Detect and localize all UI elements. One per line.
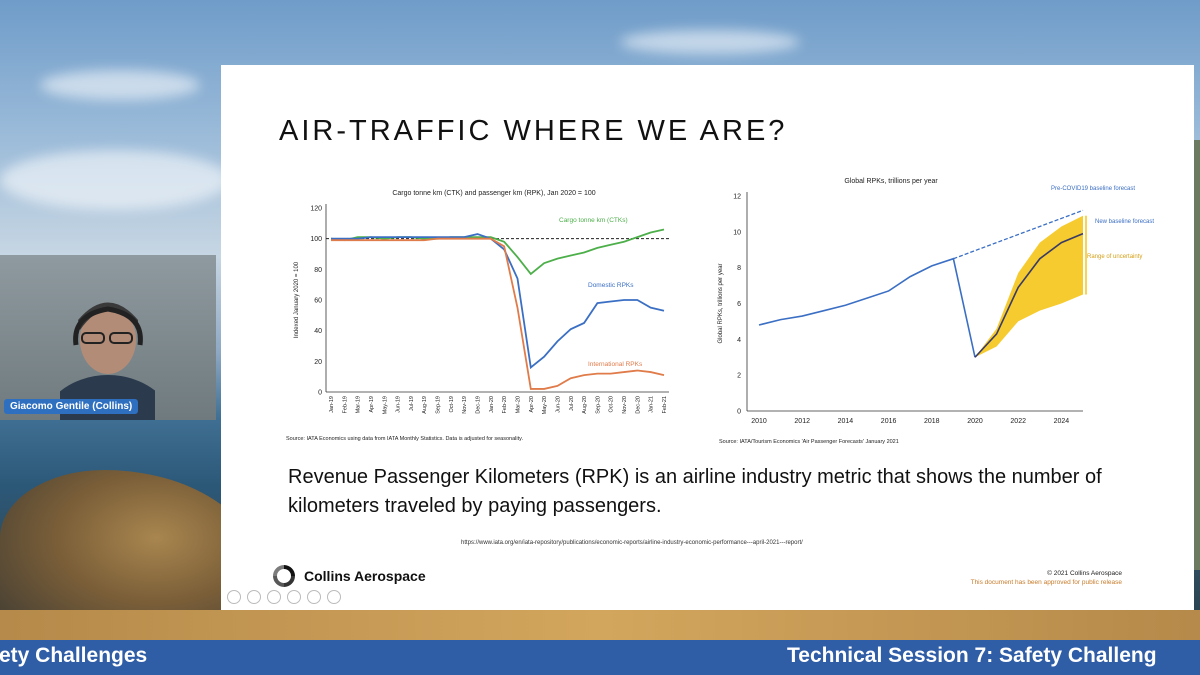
ctk-rpk-chart: Cargo tonne km (CTK) and passenger km (R… <box>286 190 669 442</box>
session-banner <box>0 640 1200 675</box>
chart1-xtick-label: Dec-20 <box>635 396 641 414</box>
chart1-ytick-label: 120 <box>310 206 322 213</box>
chart1-xtick-label: Aug-19 <box>422 396 428 414</box>
presentation-slide: AIR-TRAFFIC WHERE WE ARE? Cargo tonne km… <box>221 65 1194 610</box>
chart1-xtick-label: Jan-21 <box>649 396 655 413</box>
banner-left-title: fety Challenges <box>0 644 148 667</box>
participant-name: Giacomo Gentile (Collins) <box>4 399 139 414</box>
chart1-xtick-label: May-19 <box>382 396 388 414</box>
chart2-title: Global RPKs, trillions per year <box>844 178 938 185</box>
slide-charts: Cargo tonne km (CTK) and passenger km (R… <box>286 178 1154 445</box>
chart1-source: Source: IATA Economics using data from I… <box>286 436 523 442</box>
release-note: This document has been approved for publ… <box>970 579 1122 586</box>
slide-controls <box>227 590 341 604</box>
chart2-source: Source: IATA/Tourism Economics 'Air Pass… <box>719 439 899 445</box>
chart2-uncertainty-band <box>975 215 1083 358</box>
chart2-xtick-label: 2014 <box>838 418 854 425</box>
chart2-xtick-label: 2016 <box>881 418 897 425</box>
chart1-xtick-label: Jul-19 <box>409 396 415 411</box>
chart1-xtick-label: Oct-19 <box>449 396 455 413</box>
chart1-series-label: Domestic RPKs <box>588 282 634 289</box>
chart2-series-line <box>758 257 976 358</box>
chart1-xtick-label: Jan-20 <box>489 396 495 413</box>
next-slide-icon[interactable] <box>247 590 261 604</box>
chart1-xtick-label: Apr-20 <box>529 396 535 413</box>
chart1-xtick-label: Jul-20 <box>569 396 575 411</box>
source-url[interactable]: https://www.iata.org/en/iata-repository/… <box>461 540 803 546</box>
chart1-xtick-label: Jan-19 <box>329 396 335 413</box>
pen-icon[interactable] <box>267 590 281 604</box>
chart2-ytick-label: 2 <box>737 373 741 380</box>
menu-icon[interactable] <box>307 590 321 604</box>
chart1-ytick-label: 80 <box>314 267 322 274</box>
zoom-icon[interactable] <box>287 590 301 604</box>
chart1-xtick-label: Feb-19 <box>342 396 348 413</box>
prev-slide-icon[interactable] <box>227 590 241 604</box>
global-rpk-chart: Global RPKs, trillions per year 0 2 4 6 8 10 12… <box>718 178 1154 445</box>
chart1-xtick-label: Dec-19 <box>476 396 482 414</box>
chart1-xtick-label: Apr-19 <box>369 396 375 413</box>
chart1-xtick-label: Nov-19 <box>462 396 468 414</box>
chart1-xtick-label: Jun-20 <box>555 396 561 413</box>
chart2-series-label: New baseline forecast <box>1095 219 1154 225</box>
chart1-xtick-label: Jun-19 <box>396 396 402 413</box>
chart1-y-label: Indexed January 2020 = 100 <box>294 261 300 338</box>
chart1-xtick-label: Feb-20 <box>502 396 508 413</box>
chart1-xtick-label: Aug-20 <box>582 396 588 414</box>
collins-logo-icon <box>273 565 295 587</box>
chart1-xtick-label: Nov-20 <box>622 396 628 414</box>
chart2-xtick-label: 2010 <box>751 418 767 425</box>
chart1-series-label: Cargo tonne km (CTKs) <box>559 217 628 224</box>
chart2-band-label: Range of uncertainty <box>1087 254 1142 260</box>
logo-text: Collins Aerospace <box>304 568 426 584</box>
rpk-definition-text: Revenue Passenger Kilometers (RPK) is an… <box>288 466 1102 517</box>
chart1-xtick-label: Sep-19 <box>436 396 442 414</box>
chart2-ytick-label: 0 <box>737 409 741 416</box>
more-icon[interactable] <box>327 590 341 604</box>
chart1-xtick-label: Feb-21 <box>662 396 668 413</box>
chart1-xtick-label: Oct-20 <box>609 396 615 413</box>
slide-title: AIR-TRAFFIC WHERE WE ARE? <box>279 115 788 147</box>
chart1-xtick-label: Sep-20 <box>595 396 601 414</box>
copyright-text: © 2021 Collins Aerospace <box>1047 570 1122 577</box>
chart1-ytick-label: 20 <box>314 359 322 366</box>
chart1-series-line <box>331 233 665 370</box>
chart2-xtick-label: 2020 <box>967 418 983 425</box>
chart2-xtick-label: 2012 <box>794 418 810 425</box>
collins-logo: Collins Aerospace <box>270 562 426 590</box>
chart2-ytick-label: 6 <box>737 301 741 308</box>
chart2-ytick-label: 10 <box>733 229 741 236</box>
chart2-series-line <box>974 232 1084 358</box>
chart1-ytick-label: 100 <box>310 236 322 243</box>
chart1-ytick-label: 60 <box>314 298 322 305</box>
banner-right-title: Technical Session 7: Safety Challeng <box>787 644 1157 667</box>
chart1-series-line <box>330 228 665 276</box>
chart1-xtick-label: Mar-19 <box>356 396 362 413</box>
chart1-title: Cargo tonne km (CTK) and passenger km (R… <box>392 190 595 197</box>
chart1-ytick-label: 0 <box>318 390 322 397</box>
chart2-series-label: Pre-COVID19 baseline forecast <box>1051 186 1135 192</box>
chart1-series-line <box>331 237 665 390</box>
chart2-series-line <box>953 209 1084 260</box>
participant-video[interactable]: Giacomo Gentile (Collins) <box>0 255 216 420</box>
chart2-ytick-label: 12 <box>733 194 741 201</box>
chart2-ytick-label: 8 <box>737 265 741 272</box>
chart2-xtick-label: 2024 <box>1054 418 1070 425</box>
chart1-ytick-label: 40 <box>314 328 322 335</box>
chart1-xtick-label: May-20 <box>542 396 548 414</box>
chart2-ytick-label: 4 <box>737 337 741 344</box>
chart2-xtick-label: 2018 <box>924 418 940 425</box>
chart1-series-label: International RPKs <box>588 361 643 368</box>
chart2-xtick-label: 2022 <box>1010 418 1026 425</box>
copyright-block: © 2021 Collins Aerospace This document h… <box>971 569 1122 587</box>
chart1-xtick-label: Mar-20 <box>515 396 521 413</box>
chart2-y-label: Global RPKs, trillions per year <box>718 263 724 343</box>
